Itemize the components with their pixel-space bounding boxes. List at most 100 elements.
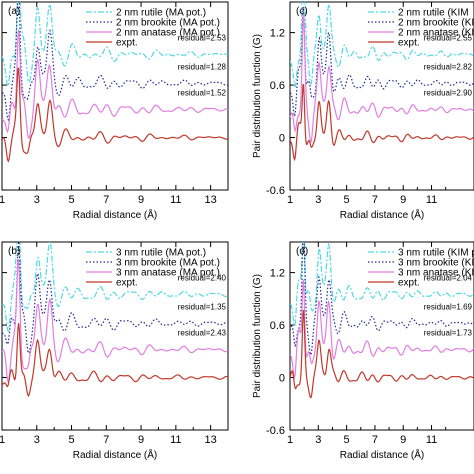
x-tick-label: 7 [103,194,109,206]
x-tick-label: 7 [372,434,378,446]
x-tick-label: 3 [315,434,321,446]
series-line-brookite [290,242,474,356]
x-tick-label: 7 [103,434,109,446]
panel-label: (d) [296,246,308,257]
series-group [290,242,474,399]
y-tick-label: 1.2 [270,28,285,40]
series-line-brookite [290,6,474,119]
series-line-expt [2,67,228,163]
x-tick-label: 9 [138,194,144,206]
y-tick-label: 0.6 [270,320,285,332]
legend-label: expt. [398,278,420,289]
residual-label: residual=1.69 [424,302,473,311]
series-line-anatase [290,278,474,380]
y-tick-label: -0.6 [266,425,285,437]
series-line-rutile [290,242,474,329]
legend-label: 3 nm rutile (KIM po [398,248,474,259]
x-tick-label: 5 [344,194,350,206]
legend-label: 3 nm rutile (MA pot.) [116,248,206,259]
legend-label: 3 nm anatase (KIM [398,268,474,279]
x-tick-label: 11 [170,194,181,206]
series-line-expt [2,323,228,397]
x-tick-label: 9 [138,434,144,446]
chart-panel-3: 1 3 5 7 9 11 1.2 0.6 0 -0.6 Radial distance (Å) Pai… [252,241,474,461]
series-line-anatase [2,29,228,139]
residual-label: residual=2.43 [178,329,227,338]
series-group [2,2,228,163]
x-tick-label: 1 [287,434,293,446]
plot-frame [289,1,474,191]
y-tick-label: 0 [279,133,285,145]
residual-label: residual=1.35 [178,302,227,311]
y-axis-label: Pair distribution function (G) [252,274,263,398]
residual-label: residual=2.55 [424,33,473,42]
series-line-expt [290,309,474,399]
legend-label: expt. [116,38,138,49]
x-axis-label: Radial distance (Å) [73,208,157,221]
series-group [2,242,228,397]
x-tick-label: 13 [204,194,216,206]
series-line-brookite [2,242,228,355]
residual-label: residual=1.73 [424,329,473,338]
chart-panel-1: 1 3 5 7 9 11 1.2 0.6 0 -0.6 Radial distance (Å) Pai… [252,1,474,221]
x-tick-label: 5 [344,434,350,446]
x-tick-label: 13 [204,434,216,446]
residual-label: residual=2.40 [178,273,227,282]
legend-label: 2 nm brookite (KIM [398,18,474,29]
residual-label: residual=1.28 [178,62,227,71]
x-tick-label: 5 [68,194,74,206]
series-line-anatase [290,12,474,144]
x-axis-label: Radial distance (Å) [340,208,424,221]
legend-label: 3 nm brookite (MA pot.) [116,258,220,269]
x-tick-label: 11 [170,434,181,446]
residual-label: residual=2.53 [178,33,227,42]
x-tick-label: 9 [400,434,406,446]
x-tick-label: 11 [426,434,437,446]
plot-frame [1,241,229,431]
x-tick-label: 1 [0,434,5,446]
x-axis-label: Radial distance (Å) [73,448,157,461]
legend-label: expt. [398,38,420,49]
panel-label: (b) [8,246,20,257]
residual-label: residual=2.90 [424,89,473,98]
series-line-brookite [2,2,228,122]
y-axis-label: Pair distribution function (G) [252,34,263,158]
plot-frame [1,1,229,191]
y-tick-label: -0.6 [266,185,285,197]
legend-label: 2 nm rutile (MA pot.) [116,8,206,19]
legend-label: 2 nm rutile (KIM [398,8,469,19]
series-line-rutile [2,242,228,333]
legend-label: expt. [116,278,138,289]
series-line-rutile [2,2,228,88]
series-line-anatase [2,258,228,384]
x-tick-label: 3 [34,434,40,446]
legend-label: 2 nm anatase (KIM [398,28,474,39]
panel-label: (a) [8,6,20,17]
y-tick-label: 1.2 [270,268,285,280]
series-line-expt [290,83,474,162]
legend-label: 2 nm anatase (MA pot.) [116,28,220,39]
x-tick-label: 1 [0,194,5,206]
x-tick-label: 1 [287,194,293,206]
x-tick-label: 9 [400,194,406,206]
residual-label: residual=2.04 [424,273,473,282]
x-axis-label: Radial distance (Å) [340,448,424,461]
y-tick-label: 0.6 [270,80,285,92]
legend-label: 2 nm brookite (MA pot.) [116,18,220,29]
series-group [290,2,474,162]
legend-label: 3 nm anatase (MA pot.) [116,268,220,279]
residual-label: residual=1.52 [178,89,227,98]
x-tick-label: 11 [426,194,437,206]
residual-label: residual=2.82 [424,62,473,71]
legend-label: 3 nm brookite (KIM [398,258,474,269]
x-tick-label: 3 [34,194,40,206]
x-tick-label: 3 [315,194,321,206]
panel-label: (c) [296,6,308,17]
x-tick-label: 7 [372,194,378,206]
series-line-rutile [290,2,474,88]
x-tick-label: 5 [68,434,74,446]
plot-frame [289,241,474,431]
